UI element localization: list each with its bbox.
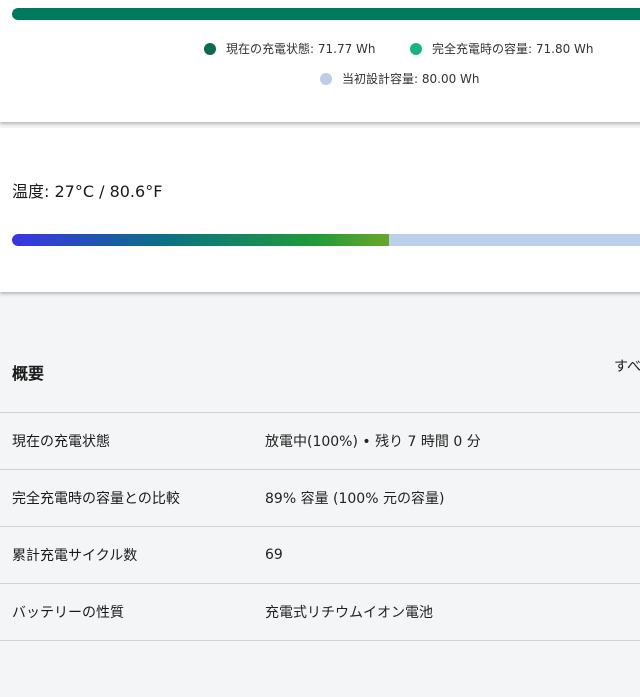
temperature-bar [12, 234, 640, 246]
legend-label: 完全充電時の容量: 71.80 Wh [432, 42, 594, 56]
table-row: 完全充電時の容量との比較 89% 容量 (100% 元の容量) [0, 469, 640, 526]
legend-label: 当初設計容量: 80.00 Wh [342, 72, 480, 86]
table-row: バッテリーの性質 充電式リチウムイオン電池 [0, 583, 640, 640]
see-all-link[interactable]: すべ [614, 359, 640, 375]
legend-dot-icon [320, 72, 332, 85]
temperature-bar-fill [12, 234, 389, 246]
overview-title: 概要 [12, 364, 45, 383]
overview-table: 現在の充電状態 放電中(100%) • 残り 7 時間 0 分 完全充電時の容量と… [0, 412, 640, 697]
temperature-card: 温度: 27°C / 80.6°F [0, 128, 640, 292]
row-value: 充電式リチウムイオン電池 [265, 605, 433, 621]
legend-dot-icon [204, 42, 216, 55]
row-key: 現在の充電状態 [12, 434, 110, 450]
legend-dot-icon [410, 42, 422, 55]
legend-label: 現在の充電状態: 71.77 Wh [226, 42, 376, 56]
row-value: 放電中(100%) • 残り 7 時間 0 分 [265, 434, 481, 450]
table-divider [0, 640, 640, 697]
row-value: 89% 容量 (100% 元の容量) [265, 491, 445, 507]
legend-current-charge: 現在の充電状態: 71.77 Wh [204, 40, 376, 57]
table-row: 現在の充電状態 放電中(100%) • 残り 7 時間 0 分 [0, 412, 640, 469]
row-key: 累計充電サイクル数 [12, 548, 138, 564]
row-key: バッテリーの性質 [12, 605, 124, 621]
row-value: 69 [265, 547, 283, 563]
table-row: 累計充電サイクル数 69 [0, 526, 640, 583]
capacity-bar [12, 8, 640, 20]
legend-design-capacity: 当初設計容量: 80.00 Wh [320, 70, 480, 87]
row-key: 完全充電時の容量との比較 [12, 491, 180, 507]
legend-full-charge: 完全充電時の容量: 71.80 Wh [410, 40, 594, 57]
capacity-card: 現在の充電状態: 71.77 Wh 完全充電時の容量: 71.80 Wh 当初設… [0, 0, 640, 122]
temperature-label: 温度: 27°C / 80.6°F [12, 182, 163, 201]
